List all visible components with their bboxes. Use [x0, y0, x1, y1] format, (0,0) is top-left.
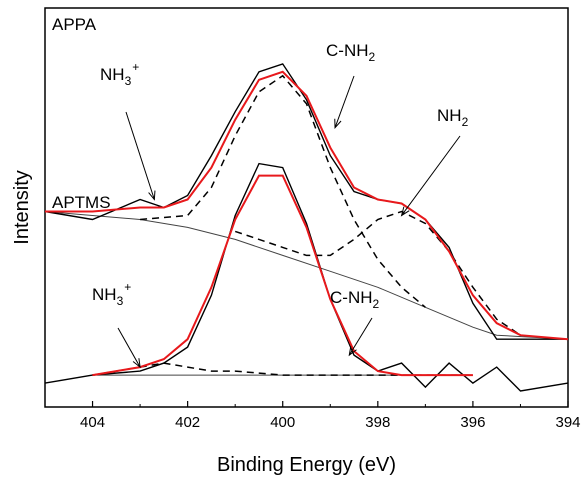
appa-annotation-2-label: NH2: [437, 106, 469, 129]
appa-annotation-0-arrow: [125, 111, 155, 200]
panel-label-appa: APPA: [52, 15, 97, 34]
aptms-raw-spectrum: [44, 162, 569, 392]
plot-lines: [44, 63, 569, 392]
aptms-component-nh3-: [92, 362, 473, 376]
appa-component-c-nh2: [140, 74, 426, 308]
annotations: NH3+ C-NH2 NH2 NH3+ C-NH2: [92, 41, 469, 369]
appa-annotation-1-arrowhead: [334, 118, 342, 129]
appa-annotation-2-arrow: [401, 135, 461, 216]
plot-frame: [44, 7, 569, 408]
panel-label-aptms: APTMS: [52, 193, 111, 212]
appa-fit-envelope: [45, 70, 569, 341]
appa-annotation-0-label: NH3+: [100, 60, 139, 88]
x-tick-label-394: 394: [555, 414, 580, 431]
appa-background-line: [44, 211, 569, 340]
x-tick-label-404: 404: [80, 414, 105, 431]
aptms-annotation-1-arrowhead: [348, 346, 357, 357]
x-axis-label: Binding Energy (eV): [217, 454, 396, 476]
appa-annotation-0-arrowhead: [148, 190, 156, 201]
aptms-annotation-1-label: C-NH2: [330, 288, 380, 311]
aptms-annotation-0-arrowhead: [132, 358, 141, 369]
appa-annotation-1-label: C-NH2: [326, 41, 376, 64]
y-axis-label: Intensity: [11, 170, 33, 244]
appa-component-nh2: [234, 210, 521, 336]
x-tick-label-398: 398: [365, 414, 390, 431]
appa-annotation-2-arrowhead: [400, 206, 410, 217]
x-axis-ticks: 404 402 400 398 396 394: [80, 401, 581, 431]
x-tick-label-402: 402: [175, 414, 200, 431]
x-tick-label-396: 396: [460, 414, 485, 431]
appa-annotation-1-arrow: [334, 75, 355, 128]
x-tick-label-400: 400: [270, 414, 295, 431]
aptms-annotation-1-arrow: [348, 317, 373, 356]
aptms-annotation-0-label: NH3+: [92, 280, 131, 308]
aptms-fit-envelope: [92, 174, 473, 377]
aptms-annotation-0-arrow: [117, 327, 141, 368]
